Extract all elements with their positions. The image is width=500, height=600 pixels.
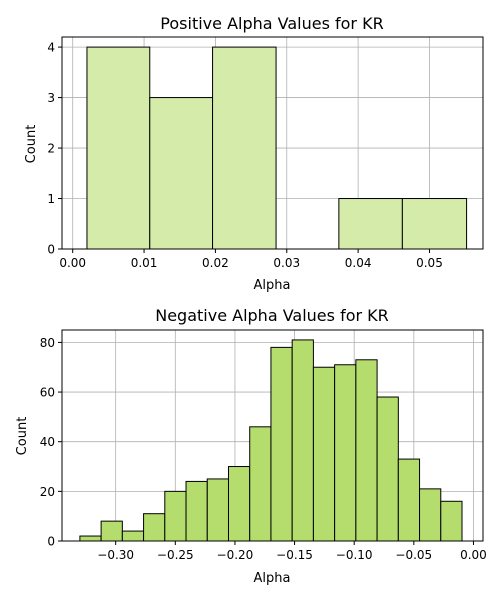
histogram-bar <box>440 500 463 542</box>
axes: −0.30 −0.25 −0.20 −0.15 −0.10 −0.05 0.00 0 20 40 6… <box>40 329 487 562</box>
histogram-bar <box>376 396 399 542</box>
histogram-bar <box>164 490 187 542</box>
histogram-bar <box>397 458 421 542</box>
histogram-bar <box>291 339 314 542</box>
y-tick-label: 0 <box>47 243 55 257</box>
x-tick-label: 0.04 <box>345 256 372 270</box>
histogram-bar <box>270 346 293 542</box>
y-tick-label: 40 <box>40 435 55 449</box>
histogram-bar <box>227 466 251 542</box>
x-tick-label: −0.20 <box>217 548 254 562</box>
histogram-bar <box>149 97 214 250</box>
y-tick-label: 60 <box>40 386 55 400</box>
y-tick-label: 80 <box>40 336 55 350</box>
chart-title: Negative Alpha Values for KR <box>155 306 389 325</box>
x-tick-label: 0.03 <box>273 256 300 270</box>
chart-title: Positive Alpha Values for KR <box>160 14 383 33</box>
histogram-bar <box>338 198 403 250</box>
y-tick-label: 4 <box>47 41 55 55</box>
x-tick-label: 0.00 <box>59 256 86 270</box>
plot-frame <box>61 329 484 542</box>
y-tick-label: 1 <box>47 192 55 206</box>
histogram-bar <box>100 520 123 542</box>
histogram-bar <box>401 198 468 250</box>
axes: 0.00 0.01 0.02 0.03 0.04 0.05 0 1 2 3 4 <box>47 36 484 270</box>
x-tick-label: 0.00 <box>460 548 487 562</box>
histogram-bar <box>185 480 208 542</box>
bars <box>86 46 468 250</box>
x-tick-label: 0.01 <box>131 256 158 270</box>
x-tick-label: −0.05 <box>395 548 432 562</box>
y-tick-label: 2 <box>47 142 55 156</box>
histogram-bar <box>312 366 336 542</box>
x-tick-label: 0.05 <box>416 256 443 270</box>
x-tick-label: −0.15 <box>276 548 313 562</box>
plot-frame <box>61 36 484 250</box>
x-axis-label: Alpha <box>254 571 291 586</box>
histogram-bar <box>86 46 151 250</box>
histogram-bar <box>143 513 166 542</box>
positive-alpha-histogram: Positive Alpha Values for KR Alpha Count… <box>24 14 484 293</box>
histogram-bar <box>212 46 277 250</box>
y-tick-label: 20 <box>40 485 55 499</box>
negative-alpha-histogram: Negative Alpha Values for KR Alpha Count… <box>15 306 487 586</box>
y-axis-label: Count <box>15 417 30 456</box>
histogram-bar <box>334 364 357 542</box>
histogram-bar <box>121 530 145 542</box>
y-tick-label: 0 <box>47 535 55 549</box>
x-tick-label: −0.30 <box>97 548 134 562</box>
histogram-bar <box>249 426 272 542</box>
y-tick-label: 3 <box>47 91 55 105</box>
histogram-bar <box>355 359 378 542</box>
x-tick-label: −0.25 <box>157 548 194 562</box>
histogram-bar <box>419 488 442 542</box>
x-axis-label: Alpha <box>254 278 291 293</box>
x-tick-label: 0.02 <box>202 256 229 270</box>
histogram-bar <box>79 535 102 542</box>
histogram-bar <box>206 478 229 542</box>
bars <box>79 339 463 542</box>
x-tick-label: −0.10 <box>336 548 373 562</box>
y-axis-label: Count <box>24 125 39 164</box>
